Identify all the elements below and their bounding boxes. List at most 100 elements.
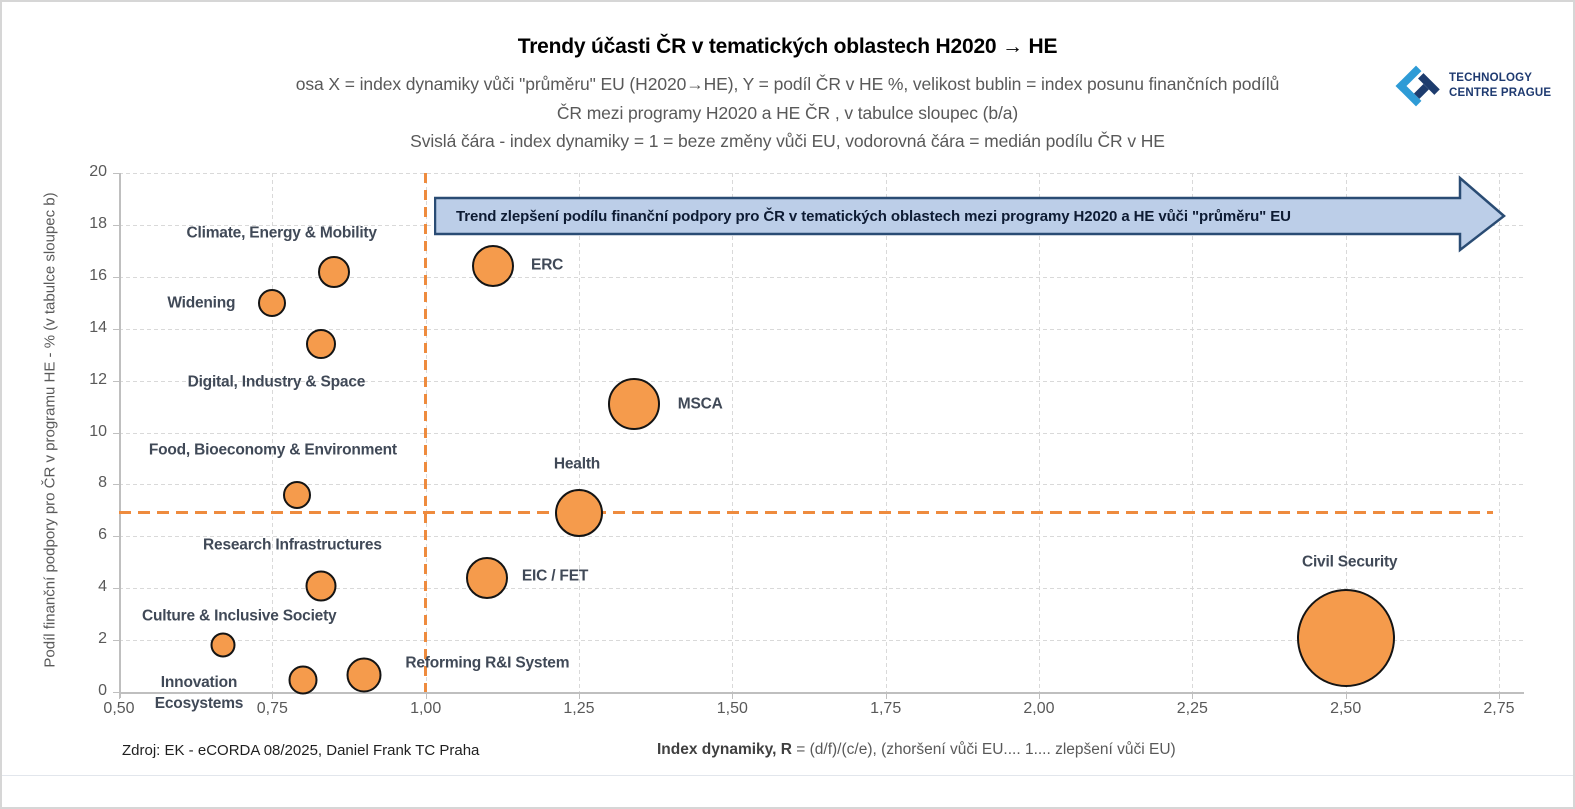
bubble-label-innovation-ecosystems: Innovation Ecosystems <box>154 674 244 713</box>
y-axis-tick <box>113 484 119 486</box>
bubble-reforming-r-i-system <box>346 657 382 693</box>
reference-line-vertical <box>424 173 428 692</box>
bubble-label-health: Health <box>553 455 601 473</box>
bubble-label-widening: Widening <box>167 294 236 312</box>
logo-text: TECHNOLOGY CENTRE PRAGUE <box>1449 71 1551 101</box>
y-axis-tick <box>113 276 119 278</box>
x-axis-tick <box>425 693 427 699</box>
x-axis-tick-label: 2,00 <box>1023 700 1055 717</box>
x-axis-tick-label: 0,50 <box>103 700 135 717</box>
y-axis-tick-label: 20 <box>89 163 107 180</box>
gridline-horizontal <box>119 588 1524 590</box>
x-axis-tick-label: 2,75 <box>1483 700 1515 717</box>
reference-line-horizontal <box>119 511 1493 515</box>
bubble-erc <box>472 245 515 288</box>
x-axis-tick-label: 1,75 <box>870 700 902 717</box>
x-axis-tick-label: 2,25 <box>1176 700 1208 717</box>
y-axis-tick <box>113 328 119 330</box>
y-axis-tick-label: 18 <box>89 214 107 232</box>
bubble-label-reforming-r-i-system: Reforming R&I System <box>405 654 570 672</box>
y-axis-tick-label: 4 <box>98 578 107 596</box>
bubble-digital-industry-space <box>306 329 337 360</box>
y-axis-tick-label: 8 <box>98 474 107 492</box>
bubble-label-climate-energy-mobility: Climate, Energy & Mobility <box>186 224 378 242</box>
y-axis-tick <box>113 224 119 226</box>
gridline-horizontal <box>119 328 1524 330</box>
y-axis-tick <box>113 692 119 693</box>
x-axis-title-bold: Index dynamiky, R <box>657 741 792 758</box>
x-axis-tick-label: 1,50 <box>716 700 748 717</box>
bubble-research-infrastructures <box>305 570 337 602</box>
gridline-horizontal <box>119 173 1524 174</box>
x-axis-tick <box>272 693 274 699</box>
y-axis-tick <box>113 640 119 642</box>
x-axis-tick <box>1038 693 1040 699</box>
y-axis-line <box>119 173 121 698</box>
chart-subtitle: osa X = index dynamiky vůči "průměru" EU… <box>2 70 1573 156</box>
trend-arrow-shape <box>434 175 1506 253</box>
gridline-horizontal <box>119 380 1524 382</box>
subtitle-line-2: ČR mezi programy H2020 a HE ČR , v tabul… <box>556 102 1019 123</box>
bubble-label-digital-industry-space: Digital, Industry & Space <box>187 373 366 391</box>
y-axis-tick <box>113 432 119 434</box>
y-axis-tick-label: 14 <box>89 318 107 336</box>
subtitle-line-1: osa X = index dynamiky vůči "průměru" EU… <box>295 74 1280 94</box>
subtitle-line-3: Svislá čára - index dynamiky = 1 = beze … <box>410 131 1165 151</box>
y-axis-tick-label: 2 <box>98 630 107 648</box>
bubble-health <box>554 488 603 537</box>
bubble-label-culture-inclusive-society: Culture & Inclusive Society <box>142 607 337 625</box>
x-axis-tick <box>1192 693 1194 699</box>
bubble-food-bioeconomy-environment <box>282 480 311 509</box>
bubble-label-erc: ERC <box>531 256 564 274</box>
trend-arrow: Trend zlepšení podílu finanční podpory p… <box>434 175 1506 253</box>
y-axis-tick-label: 10 <box>89 422 107 440</box>
gridline-horizontal <box>119 432 1524 434</box>
bubble-innovation-ecosystems <box>288 665 318 695</box>
gridline-horizontal <box>119 536 1524 538</box>
technology-centre-prague-logo: TECHNOLOGY CENTRE PRAGUE <box>1392 62 1551 110</box>
x-axis-tick-label: 2,50 <box>1330 700 1362 717</box>
gridline-horizontal <box>119 640 1524 642</box>
tc-diamond-logo-icon <box>1395 65 1440 107</box>
y-axis-tick <box>113 536 119 538</box>
x-axis-line <box>119 692 1524 694</box>
y-axis-tick-label: 12 <box>89 370 107 388</box>
y-axis-title: Podíl finanční podpory pro ČR v programu… <box>41 192 59 668</box>
bubble-culture-inclusive-society <box>210 632 236 658</box>
plot-area: 0,50 0,75 1,00 1,25 1,50 1,75 2,00 2,25 2,50 2,75… <box>89 163 1524 717</box>
gridline-horizontal <box>119 484 1524 486</box>
bubble-eic-fet <box>465 556 508 599</box>
x-axis-tick <box>885 693 887 699</box>
x-axis-tick-label: 1,00 <box>410 700 442 717</box>
bubble-label-food-bioeconomy-environment: Food, Bioeconomy & Environment <box>148 441 397 459</box>
logo-text-line1: TECHNOLOGY <box>1449 72 1533 85</box>
y-axis-tick <box>113 173 119 174</box>
bubble-msca <box>608 377 661 430</box>
x-axis-tick <box>1345 693 1347 699</box>
bubble-label-research-infrastructures: Research Infrastructures <box>203 536 382 554</box>
x-axis-tick <box>1498 693 1500 699</box>
bubble-civil-security <box>1296 588 1395 687</box>
bubble-widening <box>258 288 287 317</box>
y-axis-tick-label: 6 <box>98 526 107 544</box>
x-axis-tick <box>732 693 734 699</box>
y-axis-tick <box>113 588 119 590</box>
y-axis-tick-label: 0 <box>98 682 107 699</box>
source-note: Zdroj: EK - eCORDA 08/2025, Daniel Frank… <box>122 742 480 759</box>
x-axis-tick <box>578 693 580 699</box>
bubble-climate-energy-mobility <box>317 255 350 288</box>
y-axis-tick-label: 16 <box>89 266 107 284</box>
bubble-label-civil-security: Civil Security <box>1301 553 1398 571</box>
x-axis-tick <box>119 693 120 699</box>
bubble-label-eic-fet: EIC / FET <box>521 567 589 585</box>
logo-text-line2: CENTRE PRAGUE <box>1449 87 1552 99</box>
trend-arrow-label: Trend zlepšení podílu finanční podpory p… <box>456 207 1291 225</box>
x-axis-title-rest: = (d/f)/(c/e), (zhoršení vůči EU.... 1..… <box>791 741 1176 758</box>
bubble-label-msca: MSCA <box>677 395 723 413</box>
x-axis-title: Index dynamiky, R = (d/f)/(c/e), (zhorše… <box>657 741 1176 759</box>
gridline-horizontal <box>119 276 1524 278</box>
bottom-divider <box>2 775 1573 776</box>
y-axis-tick <box>113 380 119 382</box>
x-axis-tick-label: 1,25 <box>563 700 595 717</box>
